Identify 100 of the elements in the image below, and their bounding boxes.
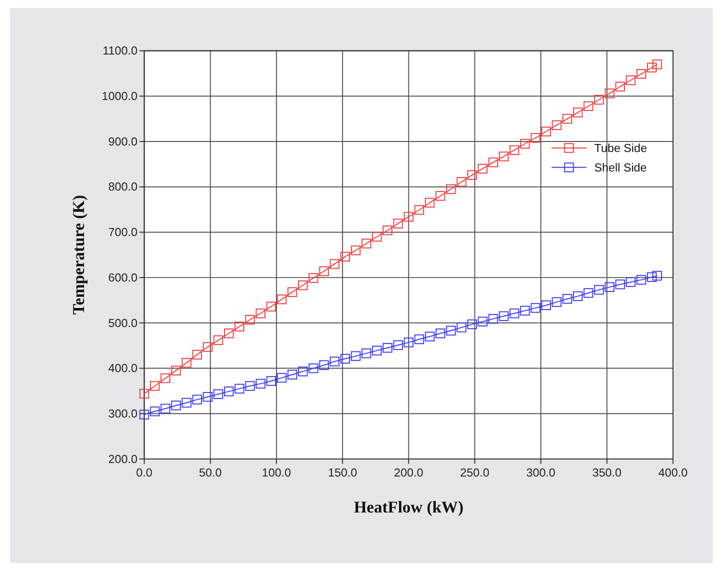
point (192, 350, 202, 360)
point (594, 94, 604, 105)
y-tick-label: 200.0 (108, 452, 138, 466)
point (404, 212, 414, 222)
point (266, 376, 276, 386)
point (456, 322, 466, 332)
point (361, 238, 372, 248)
point (572, 291, 583, 302)
point (256, 308, 266, 318)
point (234, 384, 244, 394)
y-tick-label: 1100.0 (102, 44, 138, 58)
y-tick-label: 700.0 (108, 226, 138, 240)
point (552, 120, 562, 130)
point (319, 360, 329, 370)
y-tick-label: 400.0 (108, 362, 138, 376)
point (350, 245, 361, 256)
point (562, 114, 572, 124)
point (160, 404, 170, 414)
point (520, 138, 530, 149)
point (245, 314, 255, 325)
point (478, 164, 488, 174)
point (276, 294, 287, 304)
point (488, 157, 498, 168)
point (446, 184, 456, 194)
point (330, 259, 340, 269)
point (414, 205, 424, 215)
point (213, 389, 224, 399)
point (150, 381, 160, 391)
point (498, 311, 509, 321)
point (636, 69, 646, 79)
point (541, 126, 551, 136)
point (256, 378, 266, 389)
point (456, 176, 466, 187)
point (361, 348, 372, 358)
point (224, 386, 234, 396)
point (436, 191, 446, 201)
point (510, 308, 520, 318)
point (552, 297, 562, 307)
point (330, 356, 340, 366)
x-tick-label: 100.0 (262, 466, 292, 480)
point (372, 346, 382, 356)
point (572, 108, 583, 118)
point (615, 280, 626, 290)
point (298, 366, 308, 376)
point (182, 358, 192, 368)
y-tick-label: 300.0 (108, 408, 138, 421)
y-tick-label: 900.0 (108, 135, 138, 148)
point (647, 62, 657, 72)
point (382, 226, 392, 236)
point (467, 319, 477, 330)
x-tick-label: 250.0 (460, 466, 490, 480)
point (393, 340, 403, 350)
x-tick-label: 300.0 (526, 466, 556, 480)
point (340, 354, 350, 364)
point (446, 326, 456, 336)
x-tick-label: 50.0 (199, 466, 222, 480)
point (626, 75, 636, 86)
x-tick-label: 200.0 (394, 466, 424, 480)
point (276, 372, 287, 383)
point (604, 88, 614, 98)
y-tick-label: 800.0 (108, 180, 138, 194)
point (287, 287, 298, 297)
point (234, 322, 244, 332)
point (414, 334, 424, 344)
point (202, 392, 213, 402)
point (424, 332, 435, 342)
point (530, 303, 540, 313)
y-tick-label: 1000.0 (102, 90, 138, 104)
x-tick-label: 350.0 (592, 466, 622, 480)
point (488, 314, 498, 324)
point (594, 284, 604, 295)
point (652, 270, 662, 281)
point (298, 280, 308, 290)
point (224, 328, 234, 338)
point (520, 306, 530, 316)
point (584, 101, 594, 111)
point (510, 145, 520, 155)
point (652, 60, 662, 70)
point (160, 373, 170, 384)
x-tick-label: 0.0 (136, 466, 153, 480)
point (478, 316, 488, 326)
point (171, 366, 181, 376)
y-axis-title: Temperature (K) (69, 195, 88, 315)
point (647, 272, 657, 282)
point (202, 342, 213, 352)
point (308, 273, 318, 283)
point (182, 398, 192, 408)
point (626, 277, 636, 287)
point (436, 328, 446, 338)
point (615, 82, 626, 92)
point (467, 170, 477, 180)
x-axis-title: HeatFlow (kW) (354, 497, 464, 516)
point (245, 381, 255, 391)
point (541, 300, 551, 310)
point (404, 338, 414, 348)
point (150, 406, 160, 416)
point (192, 394, 202, 404)
y-tick-label: 500.0 (108, 316, 138, 330)
point (340, 252, 350, 262)
point (498, 152, 509, 162)
